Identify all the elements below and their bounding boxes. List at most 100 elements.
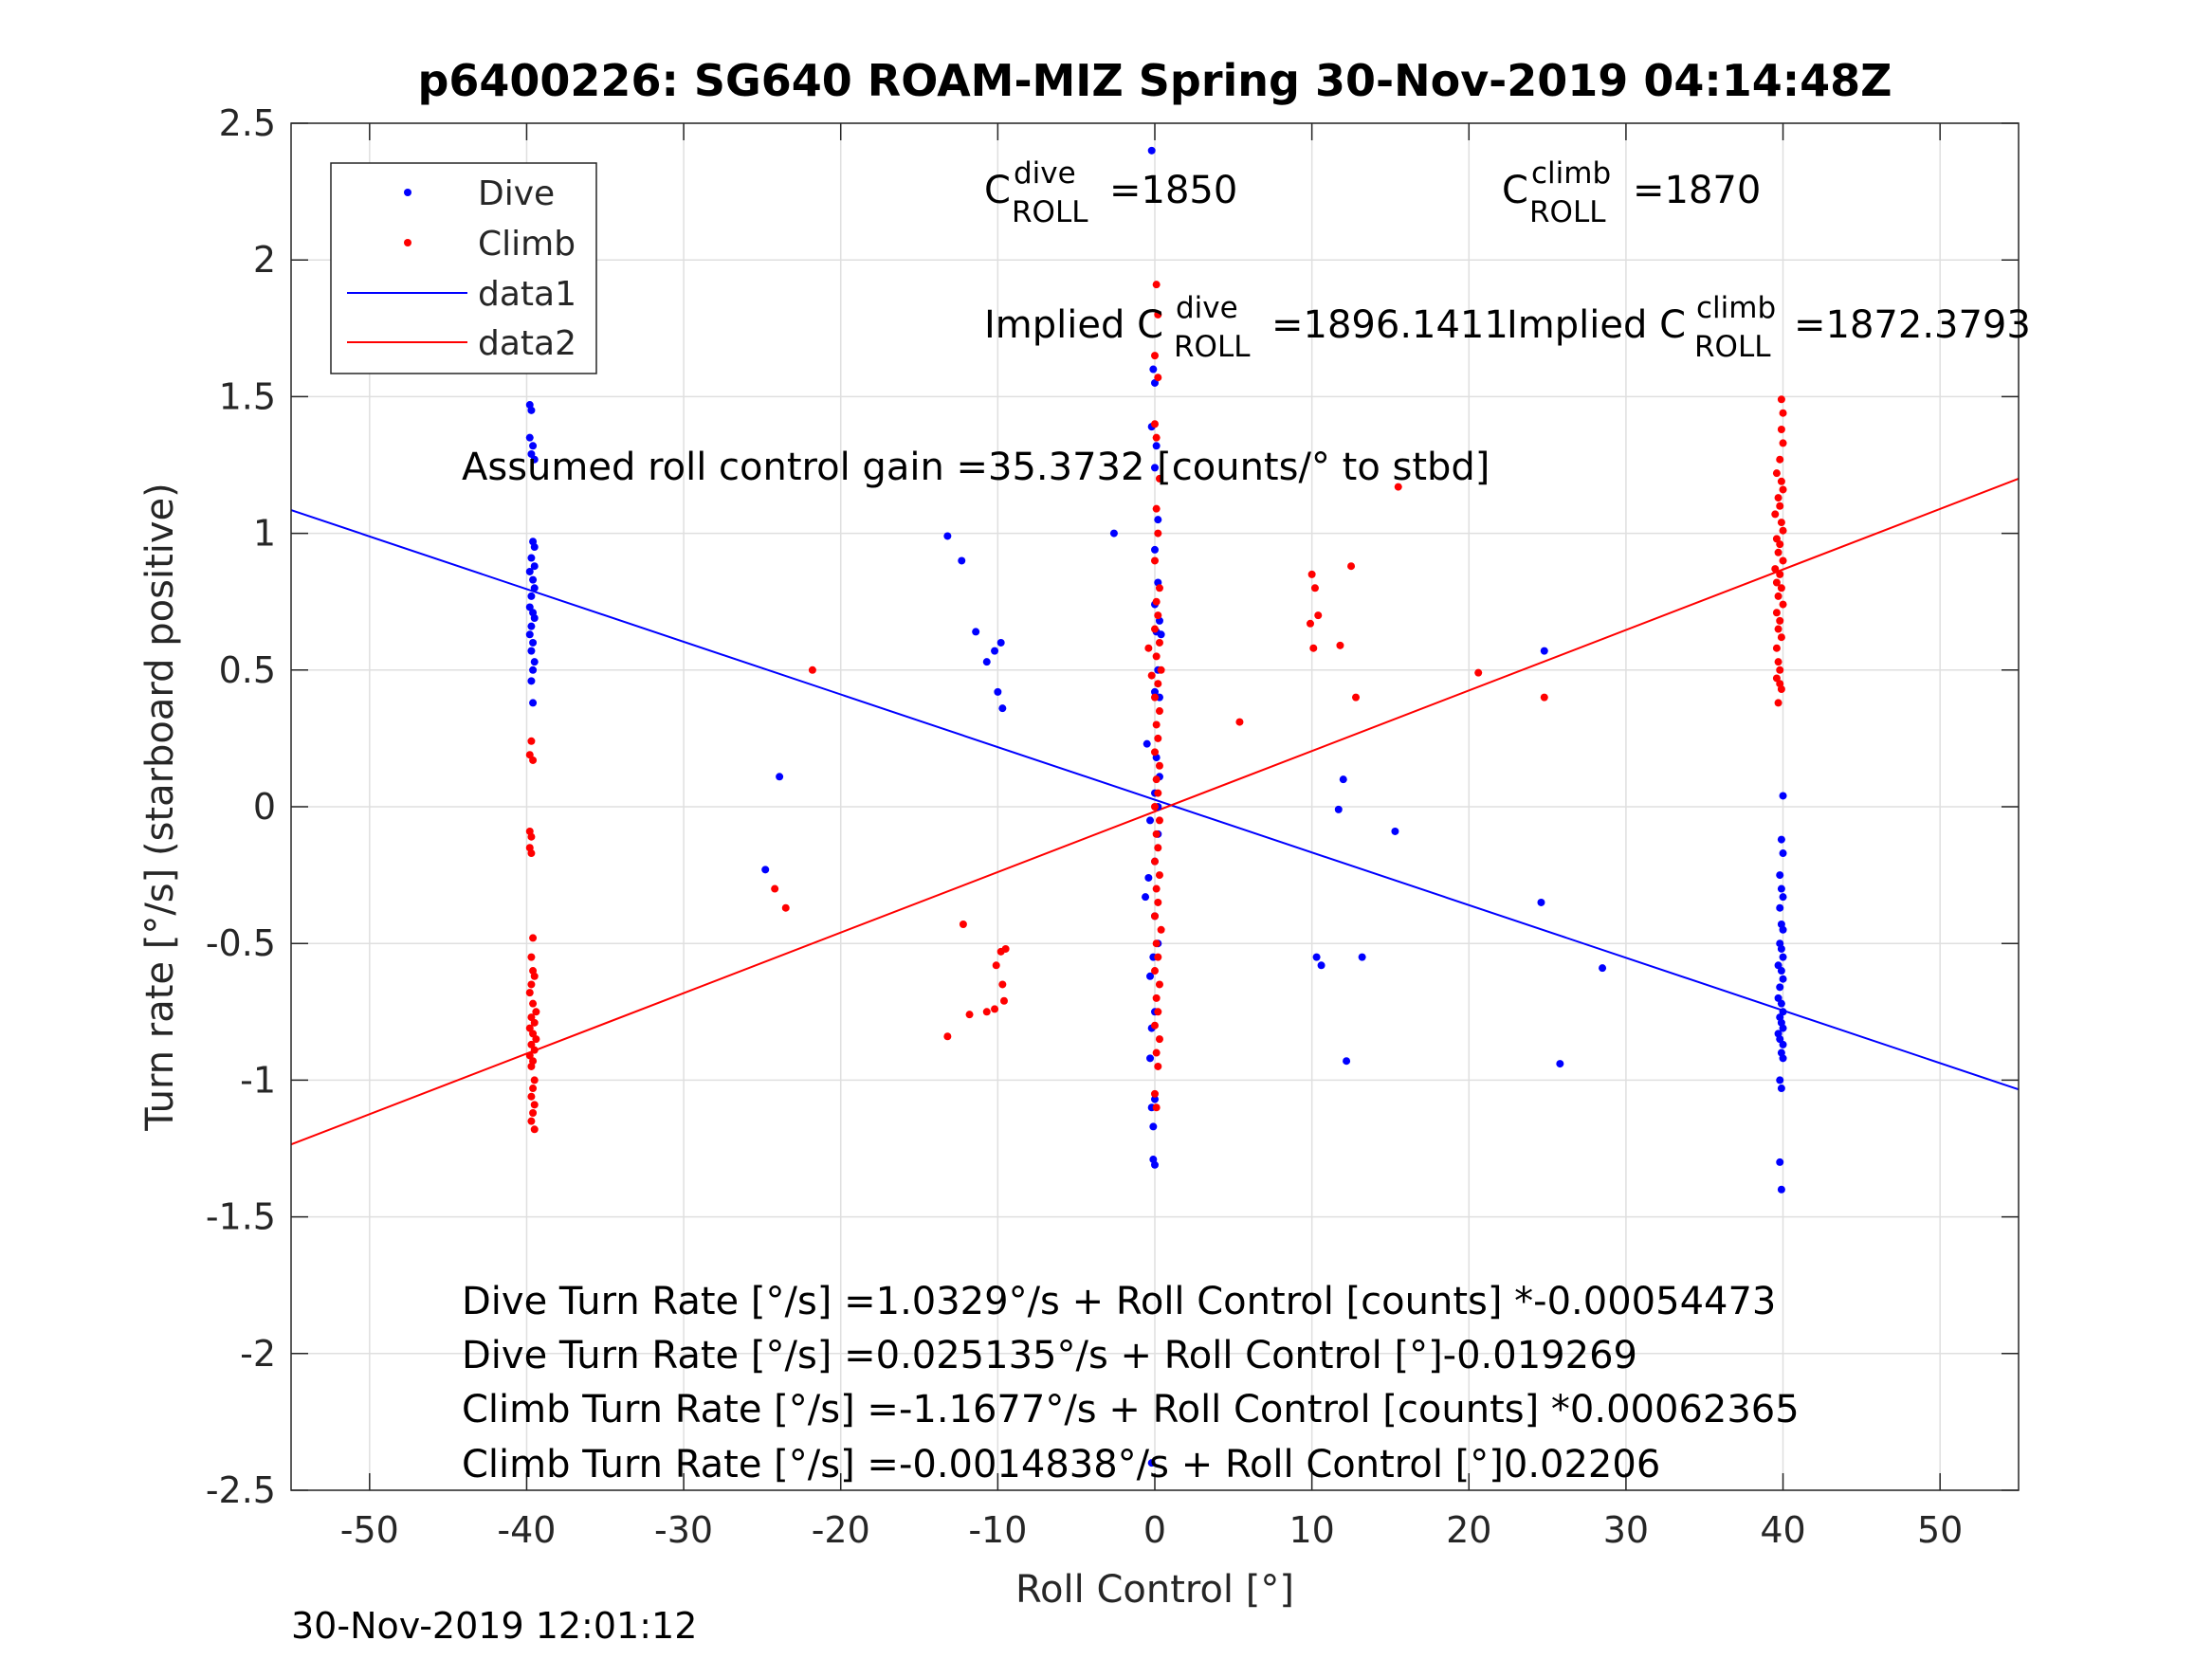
climb-point [1336,641,1344,649]
climb-point [1779,600,1787,609]
x-tick-label: -10 [968,1509,1027,1551]
climb-equation-counts: Climb Turn Rate [°/s] =-1.1677°/s + Roll… [462,1388,1800,1431]
climb-point [1774,699,1782,707]
dive-point [1146,816,1155,825]
climb-point [1152,433,1161,442]
dive-point [1777,999,1785,1008]
climb-point [1151,556,1159,565]
dive-point [1779,849,1787,858]
legend: Dive Climb data1 data2 [330,162,597,374]
climb-point [1771,565,1780,574]
climb-point [1774,592,1782,600]
legend-dive-label: Dive [478,174,555,213]
dive-point [530,614,539,623]
fit-lines [291,477,2019,1146]
dive-point [1540,647,1548,655]
climb-point [992,961,1000,970]
climb-point [1776,570,1784,578]
climb-point [965,1011,974,1019]
climb-point [1151,352,1159,360]
climb-point [529,999,538,1008]
climb-point [1151,1089,1159,1098]
x-tick-label: -30 [654,1509,713,1551]
x-tick-label: 50 [1917,1509,1963,1551]
dive-point [1391,827,1399,835]
y-tick-label: 0 [253,786,276,828]
y-axis-label: Turn rate [°/s] (starboard positive) [138,483,182,1132]
dive-point [943,532,952,540]
dive-point [972,628,980,636]
climb-point [1347,562,1356,571]
dive-point [1146,1054,1155,1063]
climb-point [1155,638,1163,647]
climb-point [530,1101,539,1109]
climb-point [1155,980,1163,989]
climb-point [1772,578,1781,587]
implied-climb-value: =1872.3793 [1794,303,2031,347]
dive-equation-counts: Dive Turn Rate [°/s] =1.0329°/s + Roll C… [462,1280,1776,1323]
climb-point [530,1046,539,1054]
dive-point [958,556,966,565]
legend-climb-label: Climb [478,225,576,264]
climb-point [1777,395,1785,404]
dive-point [996,638,1005,647]
dive-point [982,658,991,666]
dive-point [1339,775,1347,784]
dive-point [1776,1076,1784,1085]
x-tick-label: 40 [1760,1509,1805,1551]
climb-point [1779,485,1787,494]
y-tick-label: 2 [253,239,276,281]
climb-point [530,972,539,980]
dive-point [1144,873,1153,882]
climb-point [1154,953,1162,961]
c-climb-subscript: ROLL [1529,195,1606,229]
climb-point [1152,775,1161,784]
dive-point [1146,972,1155,980]
dive-point [1157,630,1165,639]
climb-point [1155,474,1163,483]
climb-point [1777,684,1785,693]
dive-point [1151,687,1159,696]
climb-point [943,1032,952,1041]
legend-climb-marker [404,239,411,246]
climb-point [1001,944,1010,953]
climb-point [1152,994,1161,1002]
dive-point [1317,961,1325,970]
climb-point [1306,619,1314,628]
dive-point [1779,1040,1787,1048]
x-axis-label: Roll Control [°] [1015,1568,1294,1612]
climb-point [1779,439,1787,447]
climb-point [1151,420,1159,428]
climb-point [1154,611,1162,620]
dive-point [1151,1095,1159,1103]
x-tick-label: -50 [340,1509,399,1551]
climb-point [529,1085,538,1093]
climb-point [1155,707,1163,716]
fit-line-data1 [291,509,2019,1091]
climb-point [527,1062,536,1070]
dive-point [530,455,539,464]
c-dive-label: C [984,169,1011,212]
dive-point [761,866,770,874]
legend-dive-marker [404,189,411,196]
climb-point [1144,644,1153,652]
implied-climb-label: Implied C [1507,303,1686,347]
x-tick-label: 20 [1446,1509,1491,1551]
dive-point [1779,792,1787,800]
climb-point [1155,1035,1163,1044]
dive-point [1142,893,1150,902]
y-tick-label: 1 [253,513,276,555]
dive-point [527,592,536,600]
climb-point [1155,584,1163,592]
dive-point [1154,516,1162,524]
dive-point [1312,953,1321,961]
climb-point [1776,616,1784,625]
climb-point [527,832,536,841]
climb-point [1776,540,1784,549]
scatter-points [524,146,1787,1468]
climb-point [1779,526,1787,535]
dive-point [529,442,538,450]
implied-dive-superscript: dive [1176,291,1238,325]
climb-point [1152,1048,1161,1057]
climb-point [1777,584,1785,592]
